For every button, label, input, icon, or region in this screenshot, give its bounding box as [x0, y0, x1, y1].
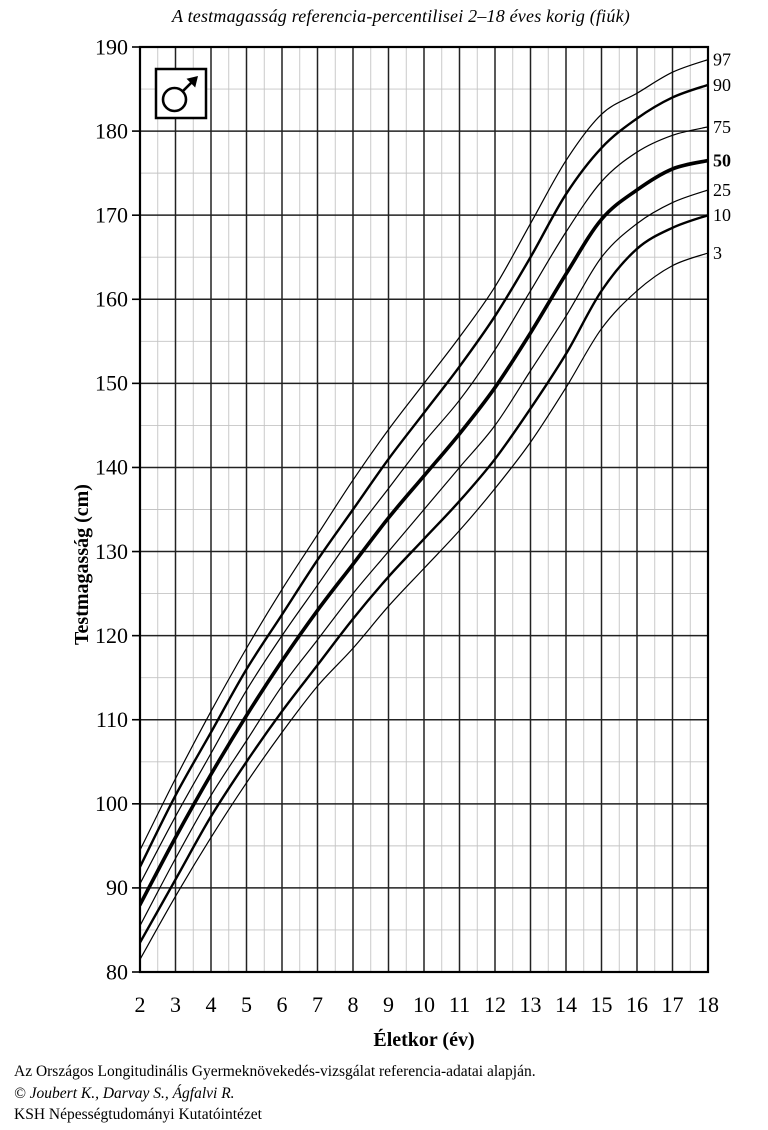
y-tick-label: 150 [95, 371, 128, 396]
footer-source-line: Az Országos Longitudinális Gyermeknöveke… [14, 1063, 536, 1080]
y-tick-label: 120 [95, 623, 128, 648]
percentile-label-25: 25 [713, 180, 731, 200]
x-tick-label: 12 [484, 992, 506, 1017]
x-tick-label: 16 [626, 992, 648, 1017]
chart-title: A testmagasság referencia-percentilisei … [172, 6, 630, 26]
footer: Az Országos Longitudinális Gyermeknöveke… [14, 1061, 536, 1126]
percentile-curve-10 [140, 213, 708, 944]
percentile-label-90: 90 [713, 75, 731, 95]
y-tick-label: 100 [95, 791, 128, 816]
x-axis-title: Életkor (év) [373, 1028, 474, 1051]
percentile-label-97: 97 [713, 50, 731, 70]
x-tick-label: 15 [591, 992, 613, 1017]
y-tick-label: 140 [95, 455, 128, 480]
y-tick-label: 80 [106, 959, 128, 984]
percentile-curve-50 [140, 158, 708, 907]
x-tick-label: 6 [277, 992, 288, 1017]
y-axis: 80 90 100 110 120 130 140 150 160 170 180 190 [95, 34, 140, 984]
y-tick-label: 190 [95, 34, 128, 59]
male-symbol-icon [154, 67, 208, 120]
y-tick-label: 90 [106, 875, 128, 900]
x-tick-label: 10 [413, 992, 435, 1017]
percentile-labels: 97 90 75 50 25 10 3 [713, 50, 731, 263]
y-tick-label: 180 [95, 118, 128, 143]
y-tick-label: 170 [95, 202, 128, 227]
y-tick-label: 160 [95, 287, 128, 312]
x-axis: 2 3 4 5 6 7 8 9 10 11 12 13 14 15 16 17 18 [135, 992, 720, 1017]
x-tick-label: 7 [312, 992, 323, 1017]
y-axis-title: Testmagasság (cm) [71, 484, 93, 645]
x-tick-label: 5 [241, 992, 252, 1017]
plot-frame [138, 45, 710, 974]
x-tick-label: 13 [520, 992, 542, 1017]
percentile-label-10: 10 [713, 205, 731, 225]
percentile-curve-3 [140, 252, 708, 960]
x-tick-label: 18 [697, 992, 719, 1017]
percentile-curve-75 [140, 126, 708, 885]
percentile-label-75: 75 [713, 117, 731, 137]
footer-authors-line: © Joubert K., Darvay S., Ágfalvi R. [14, 1084, 235, 1102]
y-tick-label: 130 [95, 539, 128, 564]
percentile-curve-90 [140, 83, 708, 869]
x-tick-label: 14 [555, 992, 577, 1017]
x-tick-label: 11 [449, 992, 470, 1017]
x-tick-label: 17 [662, 992, 684, 1017]
percentile-curve-25 [140, 189, 708, 927]
x-tick-label: 8 [348, 992, 359, 1017]
footer-institute-line: KSH Népességtudományi Kutatóintézet [14, 1106, 262, 1123]
x-tick-label: 4 [206, 992, 217, 1017]
percentile-label-3: 3 [713, 243, 722, 263]
percentile-label-50: 50 [713, 150, 731, 170]
x-tick-label: 2 [135, 992, 146, 1017]
percentile-curve-97 [140, 59, 708, 851]
y-tick-label: 110 [96, 707, 128, 732]
x-tick-label: 3 [170, 992, 181, 1017]
percentile-curves [140, 59, 708, 960]
x-tick-label: 9 [383, 992, 394, 1017]
